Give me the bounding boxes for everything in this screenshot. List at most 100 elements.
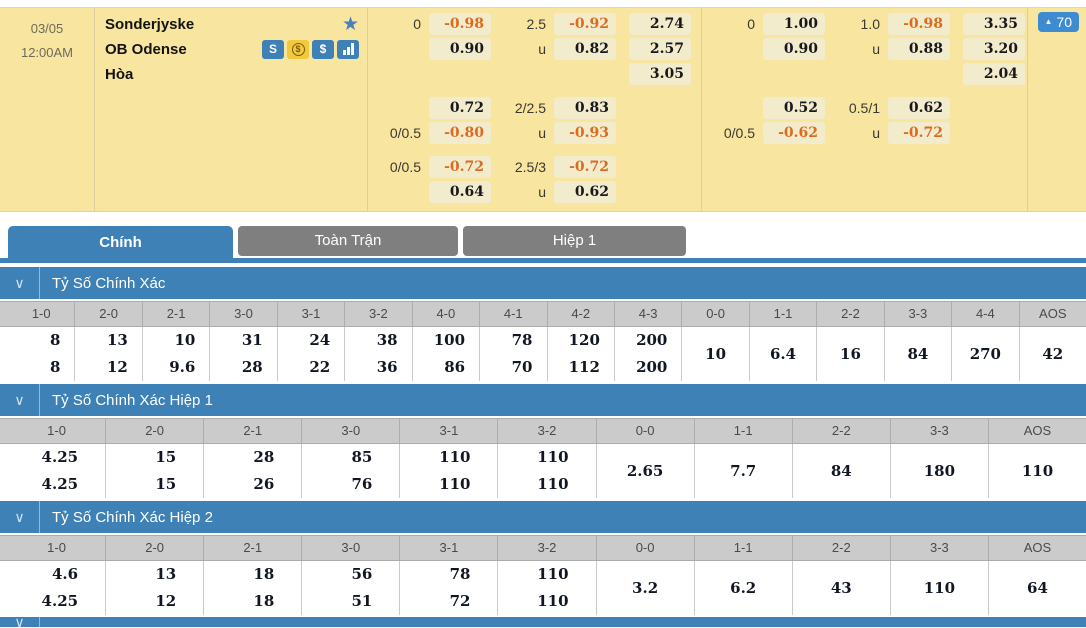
score-odds-cell[interactable]: 110 110: [400, 444, 499, 498]
1x2-odds[interactable]: 3.20: [963, 38, 1025, 60]
handicap-odds[interactable]: 0.90: [429, 38, 491, 60]
over-under-odds[interactable]: -0.98: [888, 13, 950, 35]
over-under-odds[interactable]: 0.82: [554, 38, 616, 60]
over-under-odds[interactable]: 0.88: [888, 38, 950, 60]
score-odds-cell[interactable]: 85 76: [302, 444, 401, 498]
score-odds-cell[interactable]: 6.4: [750, 327, 818, 381]
score-odds-cell[interactable]: 6.2: [695, 561, 793, 615]
home-odds-value: 18: [253, 565, 275, 583]
score-odds-cell[interactable]: 100 86: [413, 327, 481, 381]
score-header-cell: 3-2: [498, 419, 597, 443]
score-sections: ∨ Tỷ Số Chính Xác 1-0 2-0 2-1 3-0 3-1 3-2 4-0 4-1…: [0, 267, 1086, 627]
coin-icon[interactable]: $: [287, 39, 309, 59]
over-under-odds[interactable]: -0.92: [554, 13, 616, 35]
tab-hiep-1[interactable]: Hiệp 1: [463, 226, 686, 256]
score-odds-cell[interactable]: 120 112: [548, 327, 615, 381]
tab-chinh[interactable]: Chính: [8, 226, 233, 263]
section-header[interactable]: ∨ Tỷ Số Chính Xác Hiệp 1: [0, 384, 1086, 416]
handicap-odds[interactable]: -0.62: [763, 122, 825, 144]
away-odds-value: 4.25: [41, 475, 79, 493]
score-odds-cell[interactable]: 270: [952, 327, 1020, 381]
section-header[interactable]: ∨: [0, 617, 1086, 627]
score-odds-cell[interactable]: 84: [793, 444, 891, 498]
score-header-cell: 3-3: [885, 302, 953, 326]
handicap-odds[interactable]: 1.00: [763, 13, 825, 35]
handicap-odds[interactable]: 0.72: [429, 97, 491, 119]
score-odds-cell[interactable]: 31 28: [210, 327, 278, 381]
score-odds-cell[interactable]: 110: [891, 561, 989, 615]
1x2-odds[interactable]: 2.04: [963, 63, 1025, 85]
over-under-odds[interactable]: 0.62: [888, 97, 950, 119]
score-odds-cell[interactable]: 56 51: [302, 561, 401, 615]
handicap-odds[interactable]: 0.90: [763, 38, 825, 60]
score-odds-cell[interactable]: 38 36: [345, 327, 413, 381]
chevron-down-icon: ∨: [0, 501, 40, 533]
score-odds-cell[interactable]: 18 18: [204, 561, 303, 615]
away-odds-value: 110: [537, 475, 569, 493]
teams-column: Sonderjyske ★ OB Odense S $ $ Hòa: [95, 8, 368, 211]
stats-chart-icon[interactable]: [337, 39, 359, 59]
score-odds-cell[interactable]: 7.7: [695, 444, 793, 498]
score-odds-cell[interactable]: 84: [885, 327, 953, 381]
score-odds-cell[interactable]: 78 72: [400, 561, 499, 615]
over-under-odds[interactable]: 0.83: [554, 97, 616, 119]
favorite-star-icon[interactable]: ★: [341, 13, 359, 35]
away-odds-value: 22: [309, 358, 331, 376]
handicap-line-label: 0/0.5: [723, 125, 755, 141]
score-odds-cell[interactable]: 4.6 4.25: [8, 561, 107, 615]
score-odds-cell[interactable]: 10 9.6: [143, 327, 211, 381]
tab-toan-tran[interactable]: Toàn Trận: [238, 226, 458, 256]
over-under-line-label: 0.5/1: [848, 100, 880, 116]
over-under-odds[interactable]: -0.72: [888, 122, 950, 144]
score-header-cell: 1-0: [8, 536, 107, 560]
score-odds-cell[interactable]: 180: [891, 444, 989, 498]
handicap-odds[interactable]: 0.64: [429, 181, 491, 203]
score-odds-cell[interactable]: 13 12: [75, 327, 143, 381]
1x2-odds[interactable]: 2.57: [629, 38, 691, 60]
score-odds-cell[interactable]: 2.65: [597, 444, 695, 498]
score-odds-cell[interactable]: 110 110: [498, 444, 597, 498]
cash-odds-icon[interactable]: $: [312, 39, 334, 59]
score-odds-cell[interactable]: 78 70: [480, 327, 548, 381]
score-odds-cell[interactable]: 10: [682, 327, 750, 381]
away-odds-value: 70: [511, 358, 533, 376]
score-odds-cell[interactable]: 24 22: [278, 327, 346, 381]
score-header-cell: 3-1: [400, 536, 499, 560]
section-header[interactable]: ∨ Tỷ Số Chính Xác Hiệp 2: [0, 501, 1086, 533]
score-header-cell: 3-1: [278, 302, 346, 326]
over-under-line-label: 2.5/3: [514, 159, 546, 175]
section-header[interactable]: ∨ Tỷ Số Chính Xác: [0, 267, 1086, 299]
score-header-cell: 4-0: [413, 302, 481, 326]
score-odds-cell[interactable]: 3.2: [597, 561, 695, 615]
livescore-icon[interactable]: S: [262, 39, 284, 59]
score-header-cell: 2-1: [204, 536, 303, 560]
over-under-odds[interactable]: -0.72: [554, 156, 616, 178]
section-title: Tỷ Số Chính Xác Hiệp 1: [52, 391, 213, 409]
score-odds-cell[interactable]: 13 12: [106, 561, 205, 615]
handicap-odds[interactable]: -0.98: [429, 13, 491, 35]
over-under-odds[interactable]: -0.93: [554, 122, 616, 144]
1x2-odds[interactable]: 3.05: [629, 63, 691, 85]
score-odds-cell[interactable]: 42: [1042, 345, 1064, 363]
handicap-odds[interactable]: -0.80: [429, 122, 491, 144]
score-odds-cell[interactable]: 28 26: [204, 444, 303, 498]
handicap-line-label: 0/0.5: [389, 125, 421, 141]
score-odds-cell[interactable]: 15 15: [106, 444, 205, 498]
handicap-odds[interactable]: 0.52: [763, 97, 825, 119]
score-odds-cell[interactable]: 110: [1021, 462, 1054, 480]
more-markets-button[interactable]: ▲ 70: [1037, 12, 1079, 32]
score-header-cell: 4-3: [615, 302, 683, 326]
score-odds-cell[interactable]: 200 200: [615, 327, 683, 381]
1x2-odds[interactable]: 2.74: [629, 13, 691, 35]
over-under-odds[interactable]: 0.62: [554, 181, 616, 203]
score-odds-cell[interactable]: 110 110: [498, 561, 597, 615]
score-odds-cell[interactable]: 4.25 4.25: [8, 444, 107, 498]
odds-row: 3.05: [368, 63, 701, 85]
score-odds-cell[interactable]: 43: [793, 561, 891, 615]
handicap-odds[interactable]: -0.72: [429, 156, 491, 178]
1x2-odds[interactable]: 3.35: [963, 13, 1025, 35]
score-header-cell: 1-1: [750, 302, 818, 326]
score-odds-cell[interactable]: 64: [1027, 579, 1048, 597]
score-odds-cell[interactable]: 16: [817, 327, 885, 381]
